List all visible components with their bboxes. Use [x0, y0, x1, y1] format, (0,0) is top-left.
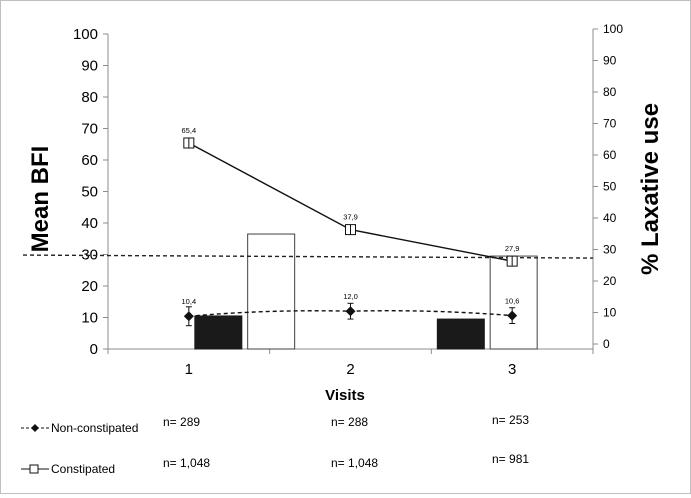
- bar-open: [248, 234, 295, 349]
- y-tick-label-left: 0: [90, 341, 98, 358]
- data-label: 65,4: [182, 126, 197, 135]
- y-tick-label-left: 80: [81, 89, 98, 106]
- y-tick-label-right: 60: [603, 148, 617, 162]
- legend-diamond-marker: [31, 424, 39, 432]
- n-count: n= 1,048: [331, 456, 378, 470]
- y-tick-label-left: 60: [81, 152, 98, 169]
- data-label: 12,0: [343, 292, 358, 301]
- y-tick-label-right: 20: [603, 274, 617, 288]
- y-tick-label-right: 70: [603, 117, 617, 131]
- y-tick-label-right: 0: [603, 337, 610, 351]
- n-count: n= 981: [492, 452, 529, 466]
- y-tick-label-left: 20: [81, 278, 98, 295]
- n-count: n= 1,048: [163, 456, 210, 470]
- data-label: 10,4: [182, 297, 197, 306]
- n-count: n= 288: [331, 415, 368, 429]
- y-tick-label-left: 70: [81, 121, 98, 138]
- legend-label: Constipated: [51, 462, 115, 476]
- y-tick-label-left: 10: [81, 310, 98, 327]
- y-tick-label-right: 80: [603, 85, 617, 99]
- axes-layer: 0102030405060708090100010203040506070809…: [73, 22, 623, 378]
- data-label: 37,9: [343, 213, 358, 222]
- data-label: 10,6: [505, 297, 520, 306]
- y-tick-label-right: 90: [603, 54, 617, 68]
- x-axis-title: Visits: [325, 387, 365, 404]
- bars-layer: [195, 234, 537, 349]
- y-tick-label-right: 30: [603, 243, 617, 257]
- legend-layer: Non-constipated n= 289 n= 288 n= 253 Constip…: [21, 413, 529, 476]
- x-tick-label: 3: [508, 361, 516, 378]
- legend-label: Non-constipated: [51, 421, 138, 435]
- n-count: n= 289: [163, 415, 200, 429]
- diamond-marker: [346, 306, 356, 316]
- y-tick-label-left: 50: [81, 184, 98, 201]
- diamond-marker: [184, 311, 194, 321]
- axis-titles-layer: Mean BFI % Laxative use Visits: [27, 103, 664, 404]
- y-tick-label-right: 40: [603, 211, 617, 225]
- data-labels-layer: 10,4 12,0 10,6 65,4 37,9 27,9: [182, 126, 520, 306]
- x-tick-label: 1: [185, 361, 193, 378]
- y-axis-title-right: % Laxative use: [637, 103, 664, 275]
- bar-filled: [437, 319, 484, 349]
- y-tick-label-left: 90: [81, 58, 98, 75]
- y-tick-label-right: 50: [603, 180, 617, 194]
- y-tick-label-right: 10: [603, 306, 617, 320]
- y-axis-title-left: Mean BFI: [27, 146, 54, 253]
- x-tick-label: 2: [346, 361, 354, 378]
- legend-square-marker: [30, 465, 38, 473]
- n-count: n= 253: [492, 413, 529, 427]
- bar-filled: [195, 316, 242, 349]
- y-tick-label-right: 100: [603, 22, 623, 36]
- data-label: 27,9: [505, 244, 520, 253]
- series-line-constipated: [189, 143, 512, 261]
- y-tick-label-left: 40: [81, 215, 98, 232]
- y-tick-label-left: 100: [73, 26, 98, 43]
